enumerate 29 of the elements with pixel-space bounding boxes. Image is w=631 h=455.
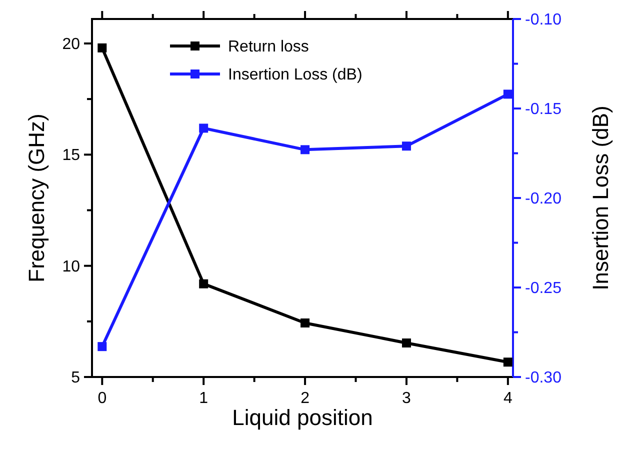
point [300, 145, 310, 154]
x-tick-label: 3 [402, 390, 412, 407]
legend-label: Return loss [228, 38, 309, 56]
y-tick-label: 20 [62, 36, 80, 54]
y2-tick-label: -0.15 [525, 101, 562, 118]
x-tick-label: 4 [503, 390, 512, 407]
point [98, 43, 107, 52]
x-tick-label: 1 [199, 390, 208, 407]
point [402, 338, 411, 348]
point [402, 142, 411, 151]
y-tick-label: 15 [62, 147, 80, 164]
y2-tick-label: -0.25 [525, 280, 562, 298]
point [98, 342, 107, 352]
y2-tick-label: -0.30 [525, 370, 562, 387]
x-tick-label: 0 [98, 390, 107, 407]
x-axis-title: Liquid position [232, 405, 373, 430]
point [199, 124, 208, 133]
y-tick-label: 5 [71, 370, 80, 387]
y2-tick-label: -0.20 [525, 190, 562, 208]
y2-axis-title: Insertion Loss (dB) [588, 106, 613, 290]
legend-label: Insertion Loss (dB) [228, 66, 362, 84]
y-axis-title: Frequency (GHz) [24, 114, 49, 282]
point [199, 279, 208, 288]
point [503, 90, 512, 99]
y-tick-label: 10 [62, 258, 80, 276]
x-tick-label: 2 [300, 390, 310, 407]
y2-tick-label: -0.10 [525, 12, 562, 29]
point [503, 358, 512, 367]
point [300, 318, 310, 328]
